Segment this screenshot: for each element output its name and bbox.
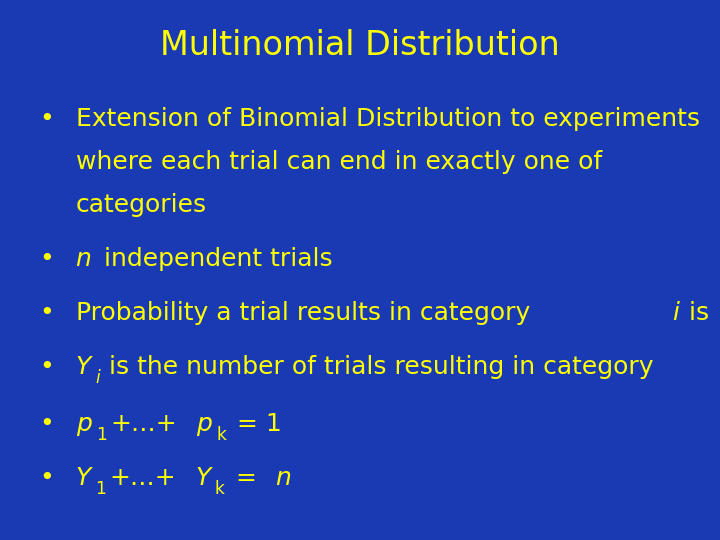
Text: i: i: [95, 369, 100, 387]
Text: is: is: [681, 301, 717, 325]
Text: p: p: [76, 412, 91, 436]
Text: Multinomial Distribution: Multinomial Distribution: [160, 29, 560, 63]
Text: +…+: +…+: [109, 466, 176, 490]
Text: •: •: [40, 466, 54, 490]
Text: = 1: = 1: [229, 412, 282, 436]
Text: •: •: [40, 247, 54, 271]
Text: i: i: [672, 301, 679, 325]
Text: =: =: [228, 466, 264, 490]
Text: •: •: [40, 355, 54, 379]
Text: independent trials: independent trials: [96, 247, 333, 271]
Text: •: •: [40, 107, 54, 131]
Text: is the number of trials resulting in category: is the number of trials resulting in cat…: [102, 355, 662, 379]
Text: p: p: [196, 412, 212, 436]
Text: 1: 1: [95, 480, 106, 498]
Text: Probability a trial results in category: Probability a trial results in category: [76, 301, 538, 325]
Text: 1: 1: [96, 426, 107, 444]
Text: Y: Y: [76, 466, 91, 490]
Text: Y: Y: [76, 355, 91, 379]
Text: Extension of Binomial Distribution to experiments: Extension of Binomial Distribution to ex…: [76, 107, 700, 131]
Text: where each trial can end in exactly one of: where each trial can end in exactly one …: [76, 150, 610, 174]
Text: •: •: [40, 301, 54, 325]
Text: k: k: [215, 480, 225, 498]
Text: Y: Y: [195, 466, 210, 490]
Text: •: •: [40, 412, 54, 436]
Text: categories: categories: [76, 193, 207, 217]
Text: k: k: [217, 426, 227, 444]
Text: n: n: [76, 247, 91, 271]
Text: +…+: +…+: [110, 412, 176, 436]
Text: n: n: [275, 466, 291, 490]
